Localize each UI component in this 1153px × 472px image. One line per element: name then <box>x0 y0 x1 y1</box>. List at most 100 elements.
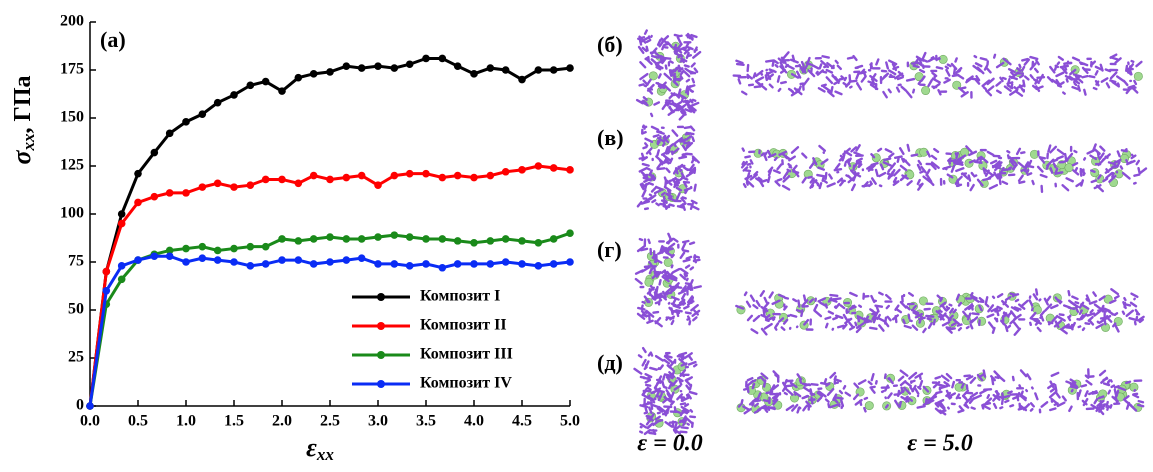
marker <box>518 260 526 268</box>
bond <box>1117 76 1124 81</box>
bond <box>975 56 976 57</box>
marker <box>214 99 222 107</box>
bond <box>879 293 882 295</box>
x-tick-label: 1.5 <box>224 413 244 430</box>
bond <box>643 190 646 196</box>
bond <box>690 392 696 394</box>
legend-label: Композит IV <box>420 375 512 392</box>
bond <box>907 92 911 97</box>
bond <box>1111 73 1116 79</box>
bond <box>1051 305 1057 308</box>
bond <box>745 156 749 157</box>
bond <box>896 309 901 312</box>
marker <box>566 64 574 72</box>
bond <box>823 180 826 182</box>
bond <box>828 184 835 187</box>
marker <box>262 78 270 86</box>
marker <box>182 189 190 197</box>
bond <box>753 384 754 388</box>
bond <box>947 374 951 378</box>
bond <box>1081 171 1082 176</box>
bond <box>850 87 851 88</box>
bond <box>891 164 895 169</box>
bond <box>1115 162 1116 163</box>
marker <box>118 220 126 228</box>
bond <box>858 316 859 321</box>
bond <box>1115 390 1116 395</box>
bond <box>652 200 655 202</box>
bond <box>836 164 840 169</box>
bond <box>766 61 773 62</box>
bond <box>908 145 909 151</box>
legend-marker <box>377 322 385 330</box>
bond <box>996 82 1000 85</box>
bond <box>886 149 891 152</box>
marker <box>230 245 238 253</box>
bond <box>670 107 673 113</box>
bond <box>1133 394 1137 395</box>
bond <box>962 384 964 388</box>
bond <box>757 301 760 306</box>
marker <box>439 264 447 272</box>
bond <box>691 268 693 270</box>
marker <box>118 210 126 218</box>
bond <box>643 348 645 352</box>
bond <box>654 102 658 104</box>
bond <box>872 178 876 183</box>
bond <box>1049 323 1050 324</box>
bond <box>689 356 692 359</box>
bond <box>1126 160 1127 162</box>
bond <box>657 150 658 155</box>
bond <box>1055 66 1056 70</box>
x-sub: xx <box>316 445 335 464</box>
marker <box>374 233 382 241</box>
bond <box>1011 84 1012 88</box>
bond <box>957 185 961 186</box>
bond <box>647 40 650 42</box>
bond <box>865 398 867 399</box>
marker <box>103 287 111 295</box>
bond <box>1041 175 1047 177</box>
bond <box>907 79 914 80</box>
bond <box>1074 151 1076 152</box>
bond <box>1019 163 1025 168</box>
bond <box>836 380 841 382</box>
bond <box>1099 397 1103 399</box>
marker <box>374 62 382 70</box>
bond <box>846 175 849 176</box>
bond <box>1059 317 1065 320</box>
marker <box>199 183 207 191</box>
marker <box>502 235 510 243</box>
marker <box>278 87 286 95</box>
bond <box>1090 156 1096 159</box>
bond <box>745 293 746 295</box>
bond <box>909 315 910 319</box>
bond <box>956 153 957 158</box>
y-tick-label: 50 <box>68 301 84 318</box>
bond <box>1020 75 1023 77</box>
bond <box>647 80 650 85</box>
bond <box>905 326 911 328</box>
bond <box>1041 312 1044 316</box>
bond <box>693 79 694 82</box>
marker <box>518 76 526 84</box>
bond <box>933 79 940 83</box>
atom <box>865 401 873 409</box>
bond <box>683 241 688 242</box>
bond <box>1084 90 1085 95</box>
bond <box>1015 329 1020 335</box>
bond <box>918 387 920 389</box>
bond <box>846 393 850 396</box>
bond <box>980 390 987 393</box>
marker <box>518 237 526 245</box>
bond <box>662 46 663 49</box>
bond <box>995 318 997 321</box>
bond <box>988 175 993 179</box>
bond <box>967 327 969 328</box>
bond <box>1080 311 1082 314</box>
bond <box>775 158 777 160</box>
bond <box>691 280 692 283</box>
bond <box>838 326 844 327</box>
bond <box>975 162 982 163</box>
bond <box>937 67 942 68</box>
